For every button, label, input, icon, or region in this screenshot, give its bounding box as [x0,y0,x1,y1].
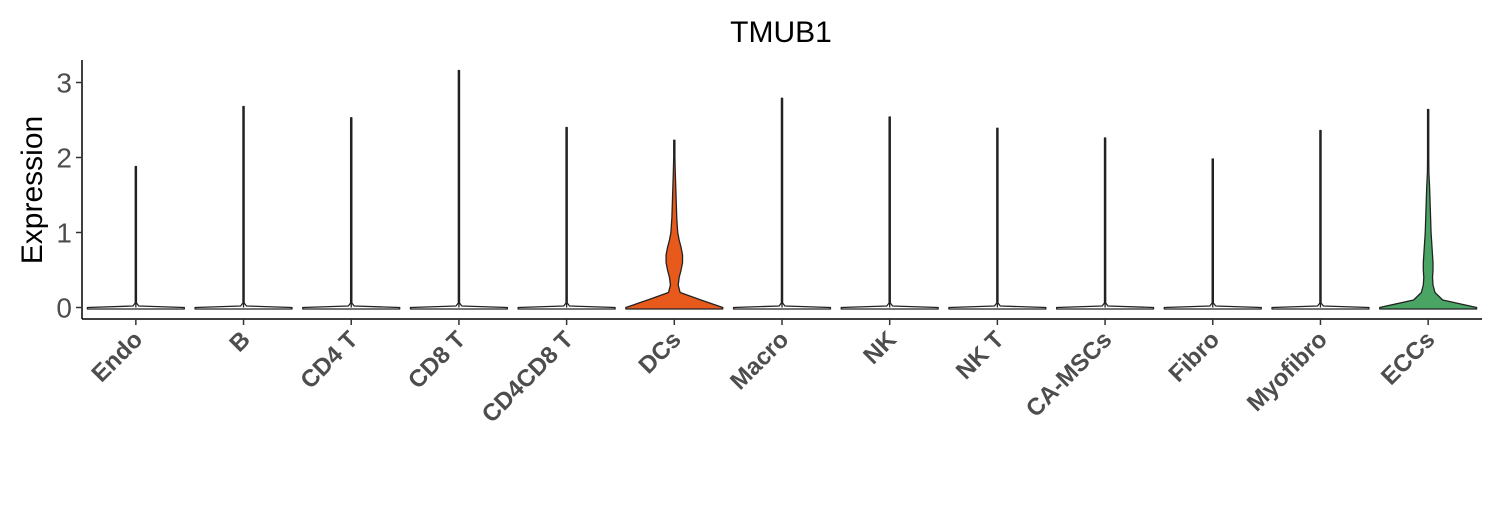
x-tick-label: Myofibro [1242,326,1333,417]
violin-ca-mscs [1055,137,1155,310]
violin-endo [86,165,185,310]
x-tick-label: NK [858,326,902,370]
violin-b [194,105,293,310]
violin-nk [840,116,939,310]
y-tick-label: 0 [56,293,72,324]
y-tick-label: 3 [56,68,72,99]
x-tick-label: B [224,326,255,357]
y-tick-label: 2 [56,143,72,174]
violin-shape [625,139,724,310]
x-tick-label: NK T [951,326,1010,385]
y-axis: 0 1 2 3 [56,60,83,324]
violin-fibro [1163,158,1262,310]
y-tick-label: 1 [56,218,72,249]
violin-macro [732,97,832,310]
violin-eccs [1379,108,1478,310]
violin-myofibro [1271,129,1370,310]
y-axis-label: Expression [16,116,49,264]
chart-title: TMUB1 [730,16,832,49]
x-axis: Endo B CD4 T CD8 T CD4CD8 T DCs Macro NK NK T CA-… [82,318,1482,428]
x-tick-label: ECCs [1376,326,1440,390]
x-tick-label: CD4 T [295,326,363,394]
violin-dcs [625,139,724,310]
violin-cd8-t [409,69,509,310]
x-tick-label: DCs [634,326,687,379]
x-tick-label: CA-MSCs [1021,326,1117,422]
x-tick-label: CD4CD8 T [477,326,579,428]
violin-cd4cd8-t [517,126,616,310]
violin-nk-t [948,127,1047,310]
violin-cd4-t [302,117,401,310]
violin-shape [1379,108,1478,310]
violins-group [86,69,1478,310]
x-tick-label: Macro [725,326,794,395]
x-tick-label: Fibro [1163,326,1225,388]
x-tick-label: CD8 T [403,326,471,394]
x-tick-label: Endo [87,326,149,388]
